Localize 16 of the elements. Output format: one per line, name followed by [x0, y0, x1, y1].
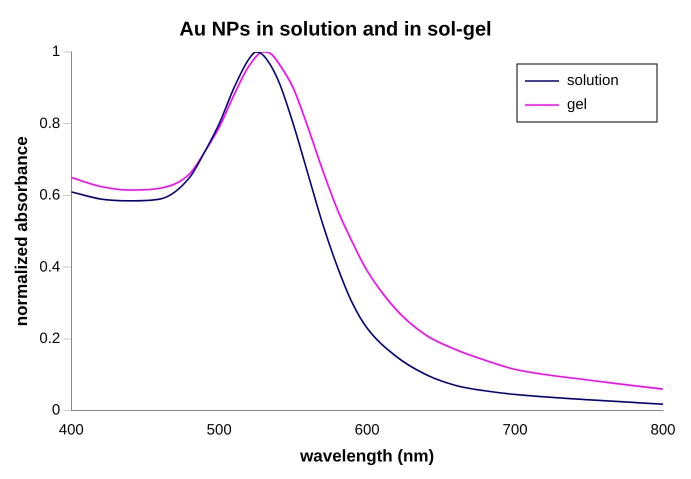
- legend-label: solution: [567, 72, 619, 90]
- x-tick-label: 400: [58, 422, 84, 439]
- x-tick-label: 600: [354, 422, 380, 439]
- x-axis-title: wavelength (nm): [299, 446, 434, 466]
- y-tick-label: 0.6: [39, 186, 60, 204]
- y-tick-label: 0.2: [39, 330, 60, 348]
- x-tick-label: 700: [502, 422, 528, 439]
- legend-label: gel: [567, 96, 588, 114]
- x-tick-label: 800: [650, 422, 676, 439]
- x-tick-label: 500: [206, 422, 232, 439]
- chart-title: Au NPs in solution and in sol-gel: [179, 18, 492, 41]
- y-tick-label: 1: [52, 43, 60, 60]
- y-tick-label: 0.4: [39, 258, 60, 276]
- y-tick-label: 0: [52, 402, 60, 419]
- y-axis-title: normalized absorbance: [12, 136, 31, 326]
- y-tick-label: 0.8: [39, 114, 60, 132]
